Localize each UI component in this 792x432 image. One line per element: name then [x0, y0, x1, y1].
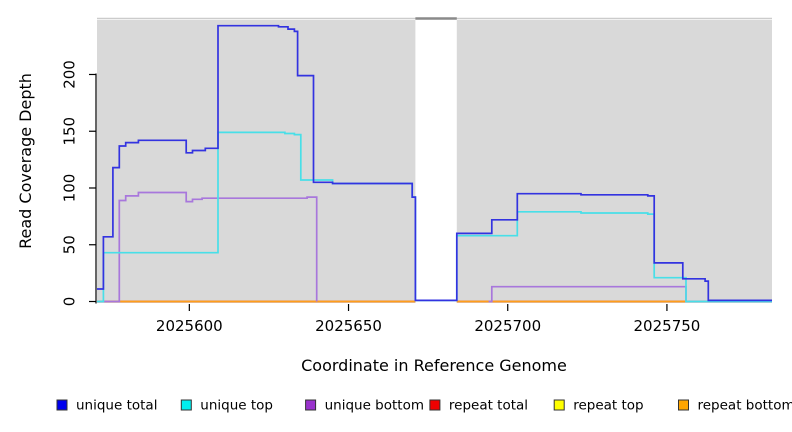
y-tick-label: 150: [61, 117, 79, 146]
legend-label: unique top: [200, 398, 273, 414]
legend-swatch-repeat-bottom: [678, 399, 689, 411]
legend-label: repeat total: [449, 398, 528, 414]
y-tick-label: 50: [61, 235, 79, 254]
legend: unique total unique top unique bottom repea…: [56, 398, 792, 414]
series-unique-total-line: [97, 24, 772, 302]
legend-item-repeat-total: repeat total: [429, 398, 528, 414]
series-lines: [97, 24, 772, 303]
legend-label: unique total: [76, 398, 157, 414]
x-tick-label: 2025650: [315, 317, 382, 335]
x-tick-label: 2025600: [156, 317, 223, 335]
y-axis-title: Read Coverage Depth: [16, 73, 35, 249]
legend-item-unique-total: unique total: [56, 398, 157, 414]
legend-swatch-unique-top: [180, 399, 192, 411]
legend-item-unique-top: unique top: [180, 398, 273, 414]
legend-label: repeat top: [573, 398, 643, 414]
y-tick-label: 100: [61, 174, 79, 203]
y-tick-label: 200: [61, 60, 79, 89]
legend-label: unique bottom: [325, 398, 424, 414]
legend-item-repeat-bottom: repeat bottom: [678, 398, 792, 414]
legend-swatch-unique-bottom: [305, 399, 317, 411]
panel-right: [456, 20, 772, 303]
series-unique-bottom-line: [97, 191, 318, 303]
legend-swatch-repeat-top: [553, 399, 565, 411]
x-tick-label: 2025750: [634, 317, 701, 335]
y-tick-label: 0: [61, 297, 79, 307]
legend-swatch-repeat-total: [429, 399, 441, 411]
legend-item-unique-bottom: unique bottom: [305, 398, 424, 414]
plot-panel: [97, 20, 772, 303]
x-axis-title: Coordinate in Reference Genome: [301, 356, 567, 375]
axes: 0 50 100 150 200 2025600 2025650 2025700 2025750: [61, 60, 701, 335]
legend-swatch-unique-total: [56, 399, 68, 411]
panel-left: [97, 20, 416, 303]
x-tick-label: 2025700: [474, 317, 541, 335]
legend-label: repeat bottom: [698, 398, 792, 414]
legend-item-repeat-top: repeat top: [553, 398, 644, 414]
